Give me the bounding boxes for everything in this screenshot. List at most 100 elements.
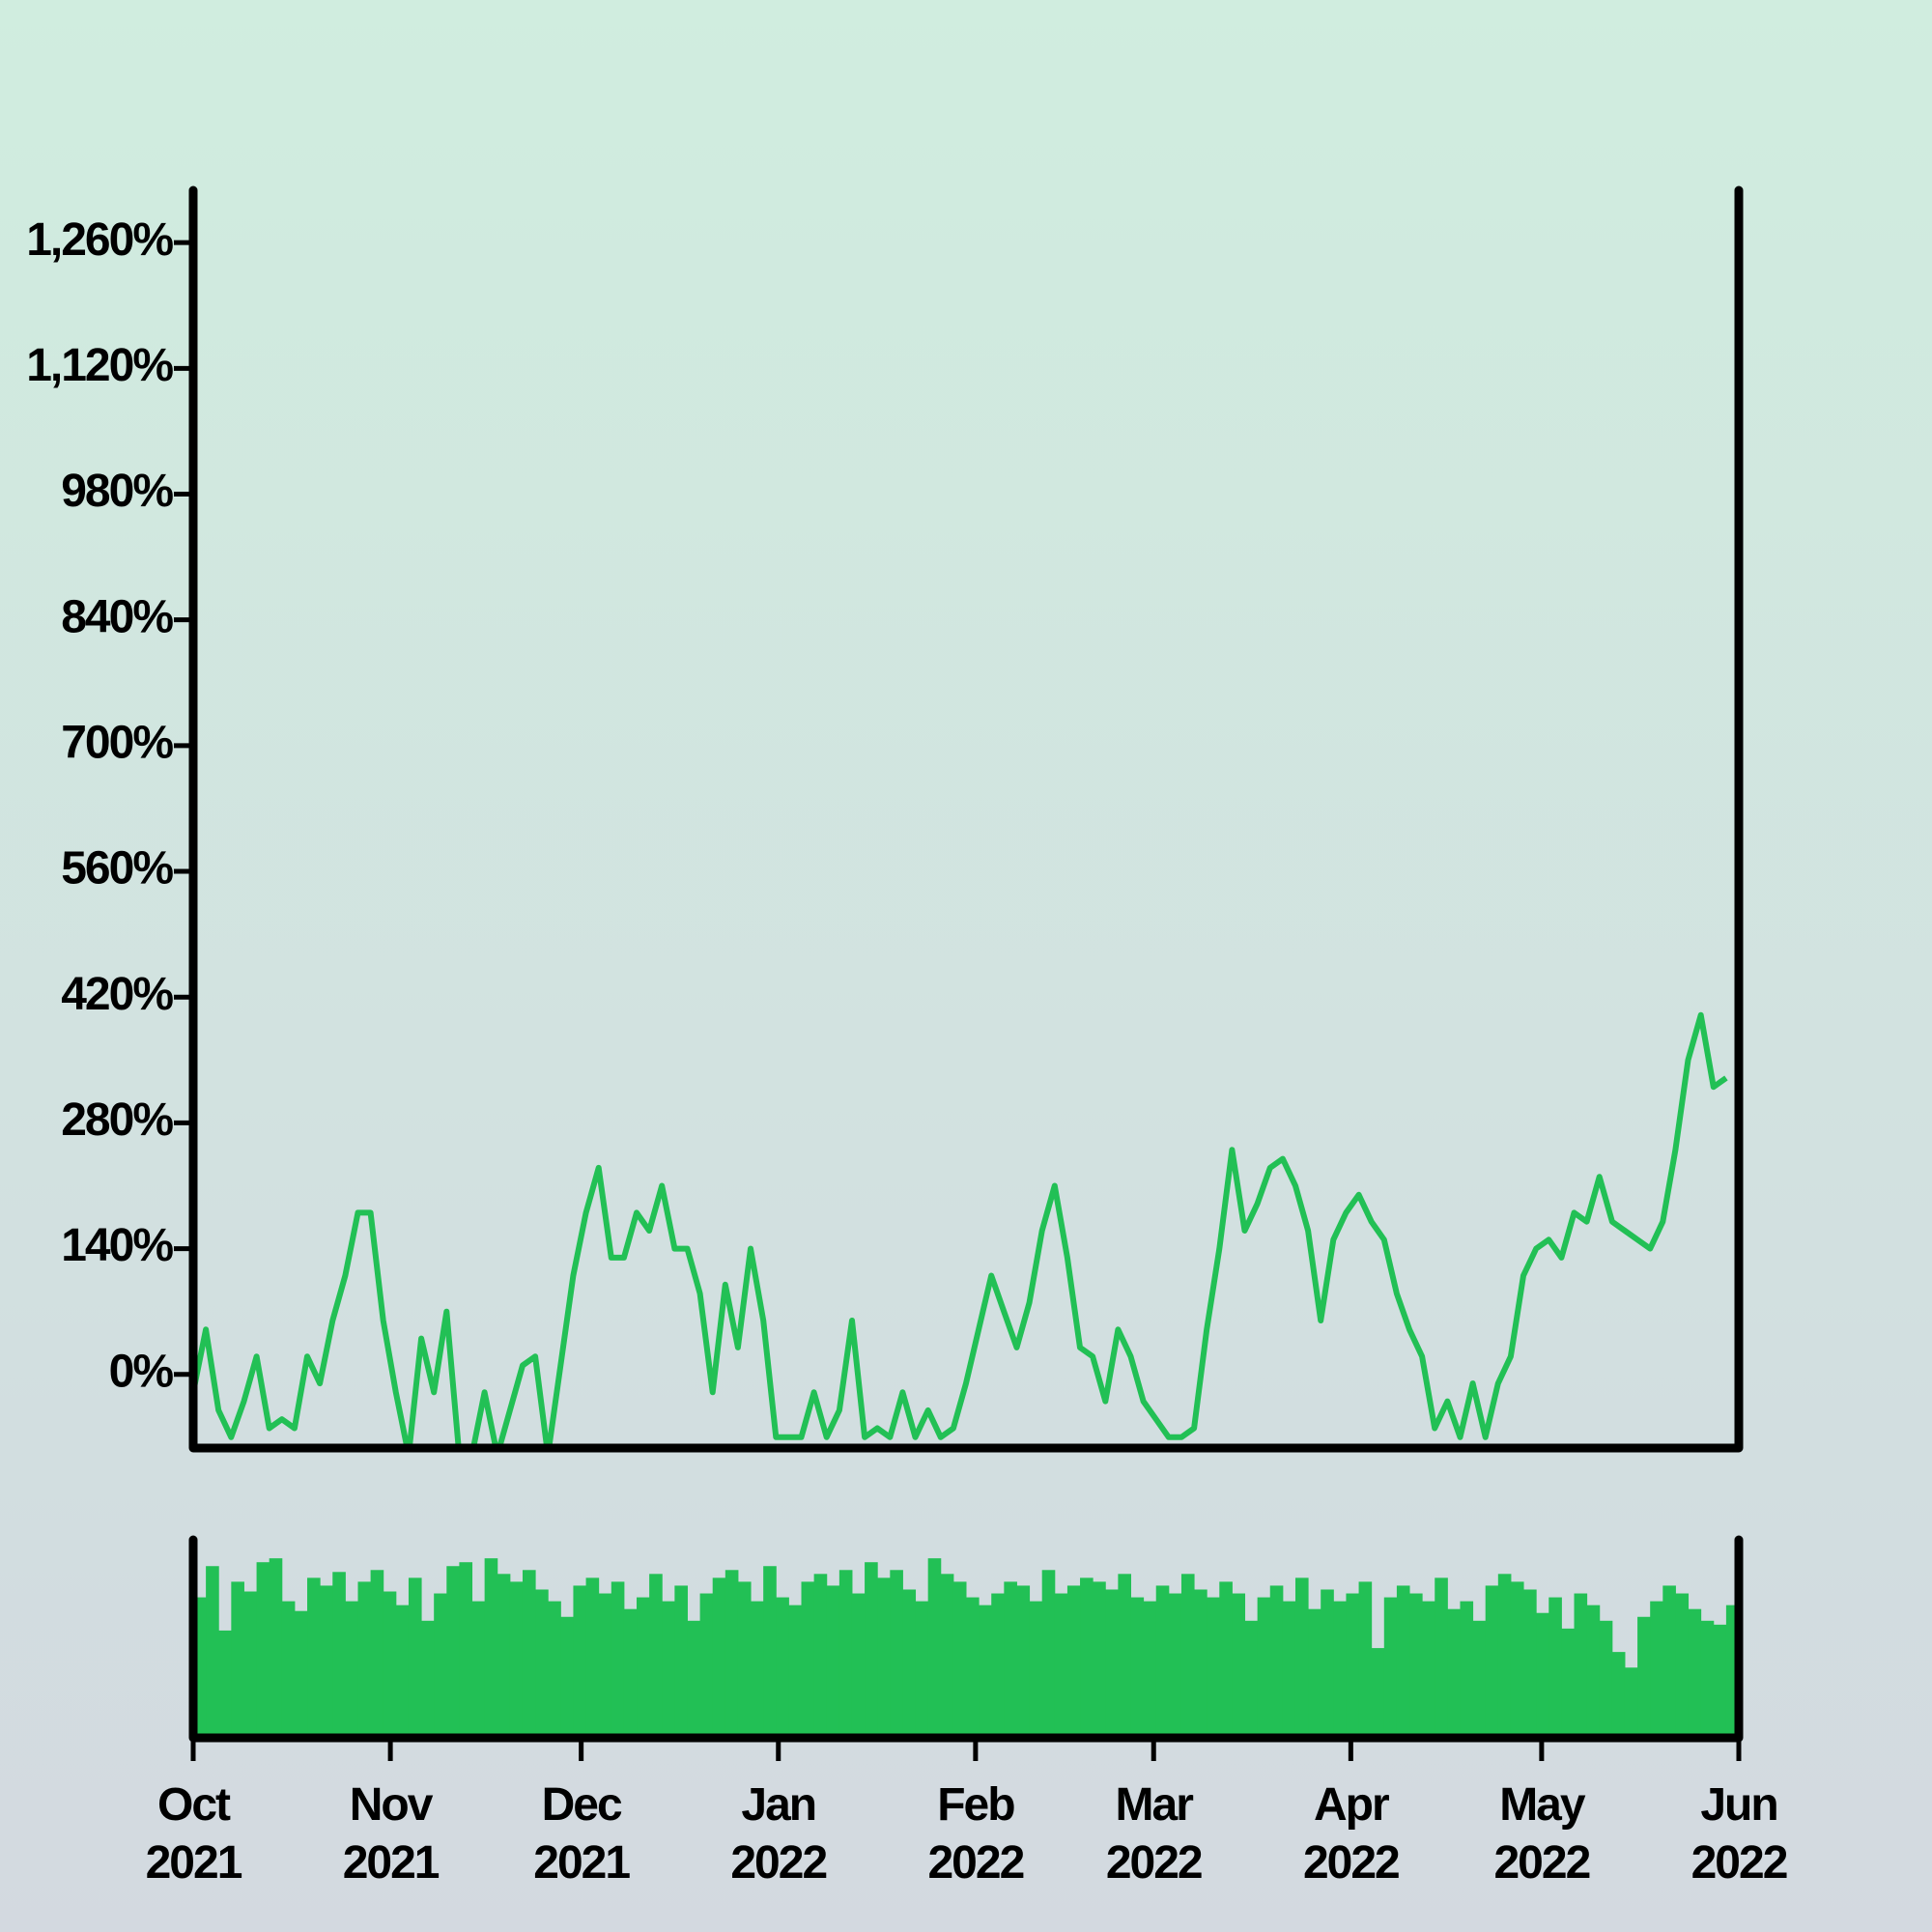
volume-bar — [637, 1597, 650, 1738]
volume-bar — [1675, 1593, 1690, 1738]
volume-bar — [776, 1597, 789, 1738]
volume-bar — [687, 1620, 701, 1738]
x-tick-label: Jan 2022 — [730, 1779, 828, 1889]
x-tick-label: Mar 2022 — [1105, 1779, 1204, 1889]
volume-bar — [966, 1597, 980, 1738]
volume-bar — [865, 1562, 878, 1738]
x-tick-label: Nov 2021 — [342, 1779, 440, 1889]
volume-bar — [1105, 1589, 1119, 1738]
volume-bar — [294, 1610, 308, 1738]
axis-frame — [188, 185, 1744, 1453]
y-tick-label: 1,120% — [26, 340, 173, 391]
volume-bar — [1688, 1608, 1702, 1738]
volume-bar — [1219, 1581, 1233, 1738]
volume-bar — [611, 1581, 625, 1738]
volume-bar — [1244, 1620, 1259, 1738]
volume-bar — [598, 1593, 612, 1738]
volume-bar — [952, 1581, 967, 1738]
y-tick-label: 840% — [61, 591, 173, 642]
volume-bar — [662, 1601, 675, 1738]
volume-bar — [1422, 1601, 1435, 1738]
volume-bar — [1472, 1620, 1487, 1738]
volume-bar — [434, 1593, 447, 1738]
volume-bar — [395, 1605, 410, 1738]
volume-bar — [1029, 1601, 1043, 1738]
volume-bar — [826, 1585, 840, 1738]
volume-bar — [1409, 1593, 1423, 1738]
volume-bar — [243, 1591, 258, 1738]
volume-bar — [1232, 1593, 1246, 1738]
x-tick-label: Oct 2021 — [145, 1779, 243, 1889]
volume-bar — [1611, 1652, 1626, 1738]
volume-bar — [737, 1581, 752, 1738]
volume-bar — [408, 1577, 422, 1738]
volume-bar — [446, 1566, 460, 1738]
volume-bar — [927, 1558, 942, 1738]
volume-bar — [256, 1562, 270, 1738]
volume-bar — [813, 1574, 828, 1738]
y-tick-label: 560% — [61, 843, 173, 895]
volume-bar — [1194, 1589, 1208, 1738]
volume-bar — [459, 1562, 473, 1738]
line — [193, 1011, 1728, 1448]
volume-bar — [1041, 1570, 1056, 1738]
volume-bar — [991, 1593, 1005, 1738]
volume-bar — [1713, 1624, 1727, 1738]
volume-bar — [699, 1593, 714, 1738]
volume-bar — [788, 1605, 803, 1738]
y-tick-label: 1,260% — [26, 214, 173, 266]
y-tick-label: 0% — [109, 1346, 174, 1397]
volume-bar — [649, 1574, 663, 1738]
volume-bar — [1346, 1593, 1360, 1738]
volume-bar — [1523, 1589, 1537, 1738]
volume-bar — [1460, 1601, 1474, 1738]
volume-bar — [509, 1581, 524, 1738]
volume-bar — [1016, 1585, 1031, 1738]
volume-bar — [1269, 1585, 1284, 1738]
y-tick-label: 280% — [61, 1094, 173, 1146]
volume-bar — [1561, 1628, 1576, 1738]
volume-bar — [1371, 1648, 1385, 1738]
volume-bar — [1358, 1581, 1373, 1738]
volume-bar — [560, 1616, 574, 1738]
volume-bar — [1118, 1574, 1131, 1738]
volume-bar — [1447, 1608, 1461, 1738]
volume-bar — [218, 1630, 232, 1738]
volume-bar — [471, 1601, 486, 1738]
y-tick-label: 700% — [61, 718, 173, 769]
volume-bar — [1321, 1589, 1334, 1738]
y-tick-label: 980% — [61, 466, 173, 517]
volume-bar — [1383, 1597, 1398, 1738]
volume-bar — [877, 1577, 891, 1738]
x-tick-label: May 2022 — [1493, 1779, 1591, 1889]
volume-bar — [1333, 1601, 1347, 1738]
volume-bar — [370, 1570, 384, 1738]
volume-bar — [902, 1589, 917, 1738]
volume-bar — [1155, 1585, 1170, 1738]
volume-bar — [1662, 1585, 1676, 1738]
line-group — [193, 1011, 1728, 1448]
volume-bar — [1435, 1577, 1448, 1738]
volume-bar — [1637, 1616, 1651, 1738]
volume-bar — [751, 1601, 764, 1738]
volume-bar — [1510, 1581, 1524, 1738]
volume-bar — [1080, 1577, 1094, 1738]
volume-bar — [674, 1585, 688, 1738]
volume-bar — [838, 1570, 853, 1738]
x-tick-label: Jun 2022 — [1690, 1779, 1789, 1889]
volume-bar — [1207, 1597, 1220, 1738]
volume-bar — [1257, 1597, 1271, 1738]
volume-bar — [522, 1570, 536, 1738]
volume-bar — [1700, 1620, 1715, 1738]
y-tick-label: 140% — [61, 1220, 173, 1271]
volume-bar — [206, 1566, 219, 1738]
volume-bar — [497, 1574, 511, 1738]
volume-bar — [890, 1570, 903, 1738]
volume-bar — [307, 1577, 321, 1738]
volume-bar — [1308, 1608, 1321, 1738]
volume-bar — [940, 1574, 954, 1738]
volume-bar — [535, 1589, 549, 1738]
volume-bar — [484, 1558, 498, 1738]
